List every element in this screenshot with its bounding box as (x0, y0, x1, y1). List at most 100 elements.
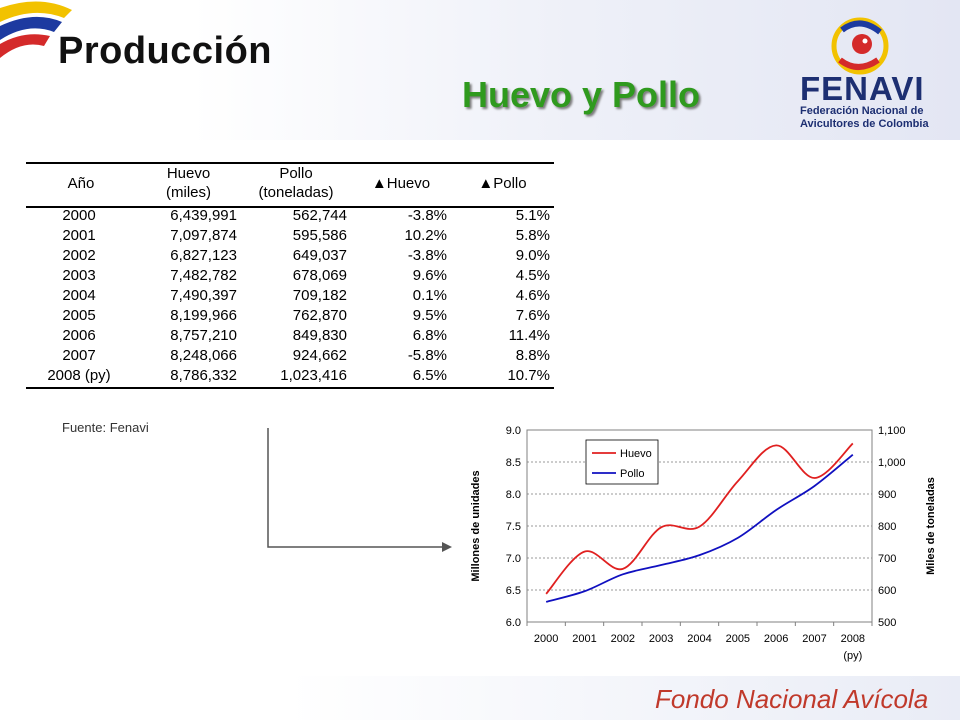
huevo-cell: 8,786,332 (170, 367, 237, 384)
year-cell: 2003 (62, 267, 96, 284)
huevo-cell: 7,097,874 (170, 227, 237, 244)
year-cell: 2000 (62, 207, 96, 224)
huevo-cell: 7,482,782 (170, 267, 237, 284)
left-tick-label: 7.5 (506, 521, 521, 533)
pollo-cell: 678,069 (292, 267, 347, 284)
legend-label: Pollo (620, 468, 644, 480)
legend-box (585, 439, 659, 485)
logo-name: FENAVI (800, 70, 925, 107)
huevo-cell: 8,248,066 (170, 347, 237, 364)
x-tick-label: 2001 (572, 633, 596, 645)
right-tick-label: 700 (878, 553, 896, 565)
year-cell: 2002 (62, 247, 96, 264)
pollo-cell: 924,662 (292, 347, 347, 364)
year-cell: 2006 (62, 327, 96, 344)
pollo-change-cell: 11.4% (508, 327, 550, 344)
col-header-year: Año (67, 174, 95, 192)
table-row: 2000 6,439,991 562,744 -3.8% 5.1% (26, 206, 554, 226)
pollo-cell: 1,023,416 (280, 367, 347, 384)
year-cell: 2005 (62, 307, 96, 324)
page-subtitle: Huevo y Pollo (462, 74, 701, 115)
pollo-change-cell: 10.7% (507, 367, 550, 384)
x-tick-label: 2005 (726, 633, 750, 645)
pollo-change-cell: 9.0% (515, 247, 550, 264)
col-header-huevo-change: ▲Huevo (371, 174, 431, 192)
x-tick-label: 2002 (611, 633, 635, 645)
left-tick-label: 6.0 (506, 617, 521, 629)
source-note: Fuente: Fenavi (62, 420, 149, 435)
table-header-rule (26, 206, 554, 208)
pollo-cell: 649,037 (292, 247, 347, 264)
col-header-huevo: Huevo (miles) (166, 165, 211, 201)
table-row: 2003 7,482,782 678,069 9.6% 4.5% (26, 266, 554, 286)
table-top-rule (26, 162, 554, 164)
huevo-cell: 6,439,991 (170, 207, 237, 224)
pollo-cell: 562,744 (292, 207, 347, 224)
huevo-change-cell: -3.8% (407, 247, 447, 264)
huevo-change-cell: -5.8% (407, 347, 447, 364)
right-tick-label: 1,100 (878, 425, 906, 437)
production-line-chart: 6.0 6.5 7.0 7.5 8.0 8.5 9.0 500 600 700 800 900 1,00… (470, 425, 937, 662)
left-tick-label: 6.5 (506, 585, 521, 597)
x-tick-label: 2006 (764, 633, 788, 645)
huevo-cell: 8,199,966 (170, 307, 237, 324)
pollo-cell: 762,870 (292, 307, 347, 324)
year-cell: 2008 (py) (47, 367, 111, 384)
col-header-pollo: Pollo (toneladas) (258, 165, 334, 201)
left-tick-label: 8.0 (506, 489, 521, 501)
table-row: 2001 7,097,874 595,586 10.2% 5.8% (26, 226, 554, 246)
pollo-change-cell: 7.6% (515, 307, 550, 324)
pollo-cell: 709,182 (292, 287, 347, 304)
pollo-cell: 595,586 (292, 227, 347, 244)
left-tick-label: 7.0 (506, 553, 521, 565)
pollo-cell: 849,830 (292, 327, 347, 344)
col-header-pollo-change: ▲Pollo (478, 174, 527, 192)
table-row: 2004 7,490,397 709,182 0.1% 4.6% (26, 286, 554, 306)
huevo-change-cell: 10.2% (404, 227, 447, 244)
table-row: 2006 8,757,210 849,830 6.8% 11.4% (26, 326, 554, 346)
pollo-change-cell: 8.8% (515, 347, 550, 364)
table-row: 2002 6,827,123 649,037 -3.8% 9.0% (26, 246, 554, 266)
pollo-change-cell: 5.8% (515, 227, 550, 244)
x-tick-label: 2007 (802, 633, 826, 645)
left-tick-label: 9.0 (506, 425, 521, 437)
footer-band (0, 676, 960, 720)
right-axis-title: Miles de toneladas (925, 477, 937, 575)
right-tick-label: 800 (878, 521, 896, 533)
huevo-cell: 7,490,397 (170, 287, 237, 304)
plot-area (526, 429, 873, 623)
corner-swoosh-logo (0, 1, 72, 58)
series-line-huevo (545, 442, 854, 595)
production-table: Año Huevo (miles) Pollo (toneladas) ▲Huevo… (26, 160, 554, 386)
x-tick-label: 2000 (534, 633, 558, 645)
fenavi-bird-icon (831, 17, 889, 75)
x-tick-label: 2004 (687, 633, 711, 645)
huevo-change-cell: 6.8% (412, 327, 447, 344)
right-tick-label: 1,000 (878, 457, 906, 469)
left-axis-title: Millones de unidades (470, 470, 482, 581)
table-row: 2008 (py) 8,786,332 1,023,416 6.5% 10.7% (26, 366, 554, 386)
table-body: 2000 6,439,991 562,744 -3.8% 5.1% 2001 7,097,8… (26, 206, 554, 386)
x-tick-note: (py) (843, 650, 862, 662)
huevo-cell: 8,757,210 (170, 327, 237, 344)
table-row: 2007 8,248,066 924,662 -5.8% 8.8% (26, 346, 554, 366)
huevo-change-cell: 9.6% (412, 267, 447, 284)
huevo-change-cell: 0.1% (412, 287, 447, 304)
logo-line-2: Avicultores de Colombia (800, 118, 929, 130)
right-tick-label: 900 (878, 489, 896, 501)
footer-brand: Fondo Nacional Avícola (655, 684, 929, 714)
huevo-change-cell: -3.8% (407, 207, 447, 224)
huevo-change-cell: 6.5% (412, 367, 447, 384)
right-tick-label: 500 (878, 617, 896, 629)
left-tick-label: 8.5 (506, 457, 521, 469)
table-bottom-rule (26, 387, 554, 389)
x-tick-label: 2008 (841, 633, 865, 645)
series-line-pollo (545, 453, 854, 603)
huevo-change-cell: 9.5% (412, 307, 447, 324)
year-cell: 2007 (62, 347, 96, 364)
x-tick-label: 2003 (649, 633, 673, 645)
pollo-change-cell: 4.5% (515, 267, 550, 284)
pollo-change-cell: 5.1% (515, 207, 550, 224)
logo-line-1: Federación Nacional de (800, 105, 924, 117)
